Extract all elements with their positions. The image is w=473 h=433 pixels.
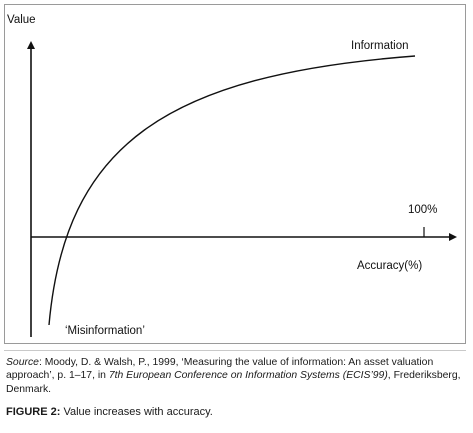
figure-frame: Value Information 100% Accuracy(%) ‘Misi…	[4, 4, 466, 344]
source-text-part-2: , Frederiksberg, Denmark.	[6, 370, 461, 395]
value-accuracy-diagram: Value Information 100% Accuracy(%) ‘Misi…	[7, 14, 457, 337]
caption-divider	[4, 350, 466, 351]
hundred-percent-label: 100%	[408, 204, 437, 216]
source-label: Source	[6, 357, 39, 368]
source-conference-title: 7th European Conference on Information S…	[108, 370, 388, 382]
information-curve	[48, 55, 416, 326]
caption-block: Source: Moody, D. & Walsh, P., 1999, ‘Me…	[6, 356, 464, 419]
curve-label-information: Information	[351, 40, 409, 52]
source-text-part-1: : Moody, D. & Walsh, P., 1999, ‘Measurin…	[6, 357, 434, 382]
misinformation-label: ‘Misinformation’	[65, 325, 145, 337]
figure-caption-text: Value increases with accuracy.	[60, 406, 213, 419]
source-citation: Source: Moody, D. & Walsh, P., 1999, ‘Me…	[6, 356, 464, 396]
x-axis-label: Accuracy(%)	[357, 260, 422, 272]
figure-caption: FIGURE 2: Value increases with accuracy.	[6, 405, 464, 419]
y-axis-label: Value	[7, 14, 36, 26]
figure-number: FIGURE 2:	[6, 406, 61, 419]
